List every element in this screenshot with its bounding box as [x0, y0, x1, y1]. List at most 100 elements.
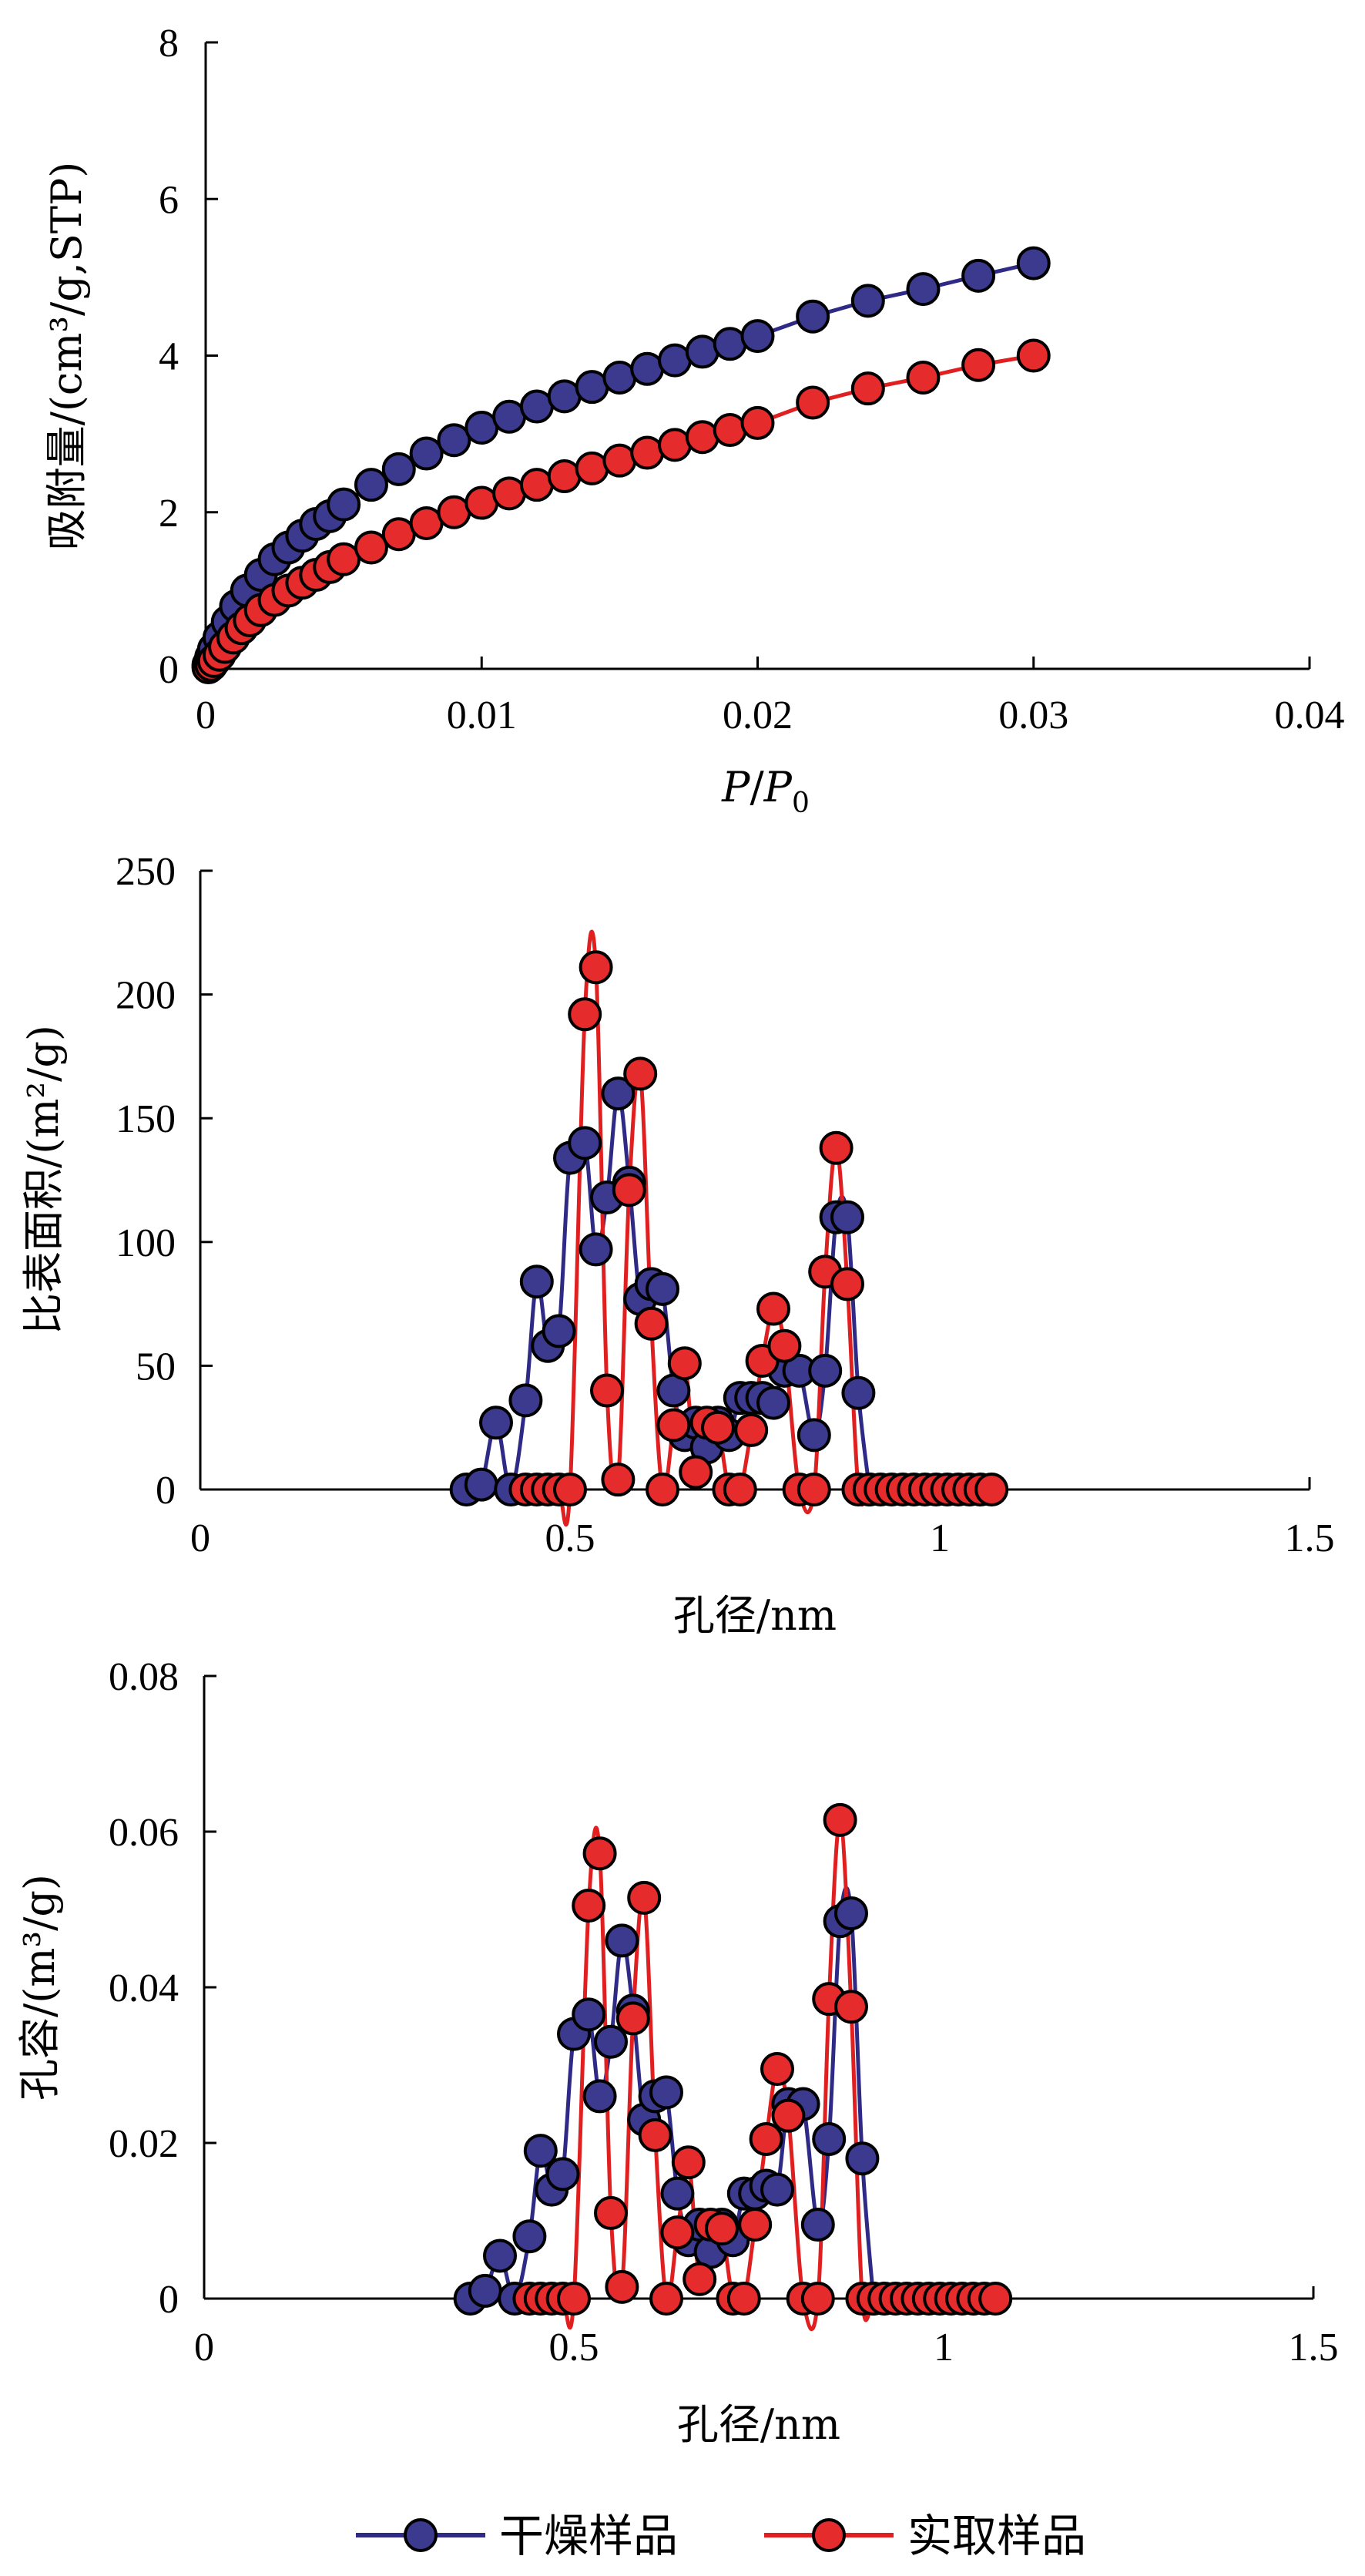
data-point-dry: [568, 1126, 602, 1160]
data-point-wet: [756, 1291, 790, 1326]
data-point-wet: [834, 1990, 868, 2024]
data-point-wet: [602, 443, 637, 478]
series-markers: [453, 1802, 1013, 2316]
data-point-wet: [638, 2118, 672, 2152]
data-point-wet: [656, 1408, 691, 1442]
data-point-dry: [594, 2024, 628, 2059]
data-point-wet: [630, 435, 665, 470]
data-point-dry: [713, 327, 747, 361]
data-point-wet: [1016, 338, 1051, 373]
legend-marker-dry: [404, 2518, 438, 2552]
data-point-wet: [771, 2098, 806, 2133]
data-point-wet: [682, 2262, 717, 2296]
data-point-dry: [906, 272, 941, 307]
y-tick-label: 0: [159, 2278, 179, 2322]
x-tick-label: 0.5: [549, 2326, 599, 2369]
data-point-dry: [508, 1383, 543, 1418]
x-tick-label: 0: [194, 2326, 214, 2369]
data-point-wet: [978, 2282, 1013, 2316]
data-point-dry: [797, 1418, 831, 1453]
data-point-wet: [615, 2001, 650, 2036]
x-tick-label: 0.02: [723, 694, 793, 737]
data-point-wet: [679, 1455, 713, 1490]
y-axis-title: 比表面积/(m²/g): [19, 1025, 68, 1335]
legend: 干燥样品 实取样品: [356, 2510, 1086, 2562]
data-point-dry: [327, 487, 361, 522]
data-point-wet: [830, 1267, 864, 1301]
y-tick-label: 0.02: [109, 2122, 179, 2166]
x-tick-label: 0.04: [1275, 694, 1345, 737]
ticks: 0 0.5 1 1.5 0 50 100 150 200 250: [116, 850, 1335, 1560]
data-point-wet: [974, 1473, 1009, 1506]
x-tick-label: 1.5: [1289, 2326, 1339, 2369]
data-point-wet: [649, 2282, 683, 2316]
y-tick-label: 6: [159, 178, 179, 222]
legend-marker-wet: [812, 2518, 846, 2552]
legend-label-dry: 干燥样品: [499, 2510, 678, 2562]
data-point-wet: [575, 451, 609, 485]
data-point-wet: [667, 1346, 702, 1381]
data-point-wet: [723, 1473, 757, 1506]
data-point-wet: [627, 1880, 662, 1915]
chart-adsorption-isotherm: 0 0.01 0.02 0.03 0.04 0 2 4 6 8 吸附量/(cm³/g,STP) P…: [42, 22, 1345, 819]
data-point-wet: [547, 459, 582, 494]
data-point-dry: [381, 452, 416, 486]
data-point-wet: [749, 2121, 783, 2156]
data-point-dry: [572, 1997, 606, 2032]
data-point-wet: [572, 1888, 606, 1923]
data-point-wet: [557, 2282, 591, 2316]
data-point-wet: [601, 1463, 636, 1497]
data-point-dry: [409, 436, 444, 471]
y-axis-title: 吸附量/(cm³/g,STP): [42, 162, 91, 551]
data-point-dry: [830, 1200, 864, 1234]
data-point-dry: [512, 2219, 547, 2254]
y-axis-title: 孔容/(m³/g): [15, 1874, 64, 2101]
data-point-dry: [602, 360, 637, 395]
data-point-wet: [961, 348, 996, 382]
y-tick-label: 0: [159, 648, 179, 692]
data-point-dry: [685, 334, 719, 369]
data-point-dry: [812, 2121, 847, 2156]
data-point-wet: [705, 2212, 739, 2246]
data-point-dry: [646, 1271, 679, 1306]
data-point-dry: [760, 2172, 794, 2207]
data-point-wet: [671, 2145, 706, 2180]
data-point-wet: [634, 1306, 669, 1341]
x-axis-title-p: P: [721, 763, 751, 811]
y-tick-label: 150: [116, 1097, 176, 1141]
x-tick-label: 1.5: [1285, 1516, 1335, 1560]
data-point-dry: [1016, 246, 1051, 280]
x-tick-label: 0.01: [447, 694, 517, 737]
data-point-dry: [845, 2141, 880, 2176]
data-point-wet: [660, 2215, 695, 2250]
data-point-wet: [658, 428, 693, 462]
data-point-dry: [740, 319, 775, 354]
y-tick-label: 0.06: [109, 1811, 179, 1855]
legend-item-dry: 干燥样品: [356, 2510, 678, 2562]
data-point-wet: [797, 1473, 831, 1506]
data-point-dry: [605, 1923, 639, 1958]
y-tick-label: 250: [116, 850, 176, 894]
data-point-wet: [492, 476, 527, 511]
data-point-wet: [568, 997, 602, 1032]
data-point-wet: [760, 2052, 794, 2087]
ticks: 0 0.5 1 1.5 0 0.02 0.04 0.06 0.08: [109, 1655, 1339, 2369]
data-point-dry: [579, 1232, 613, 1267]
y-tick-label: 0.08: [109, 1655, 179, 1699]
data-point-wet: [734, 1412, 769, 1447]
data-point-wet: [906, 360, 941, 395]
data-point-dry: [601, 1076, 636, 1111]
x-axis-title: 孔径/nm: [677, 2400, 840, 2449]
data-point-dry: [756, 1385, 790, 1420]
data-point-dry: [961, 258, 996, 293]
data-point-wet: [823, 1802, 857, 1837]
chart-pore-volume: 0 0.5 1 1.5 0 0.02 0.04 0.06 0.08 孔容/(m³/g) 孔径/n…: [15, 1655, 1339, 2449]
ticks: 0 0.01 0.02 0.03 0.04 0 2 4 6 8: [159, 22, 1345, 737]
x-tick-label: 0: [196, 694, 216, 737]
x-tick-label: 0.03: [998, 694, 1068, 737]
y-tick-label: 8: [159, 22, 179, 65]
data-point-wet: [623, 1056, 658, 1091]
data-point-dry: [519, 1264, 554, 1299]
data-point-dry: [479, 1406, 513, 1440]
